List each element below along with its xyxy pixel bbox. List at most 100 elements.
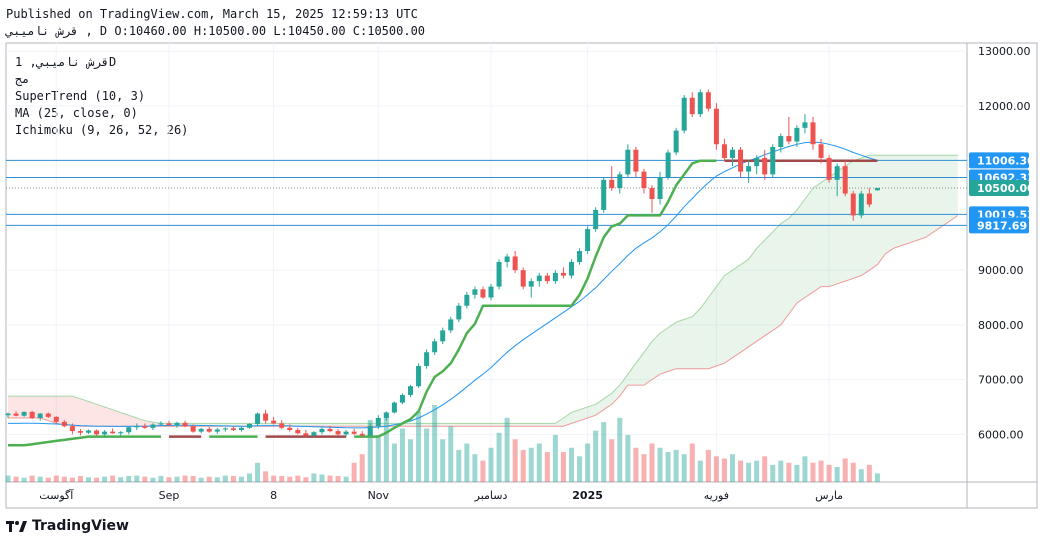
candle-body [190,426,196,432]
candle-body [77,431,83,433]
current-price-tag [969,180,1029,197]
volume-bar [359,454,365,482]
volume-bar [874,473,880,482]
volume-bar [472,454,478,482]
published-caption: Published on TradingView.com, March 15, … [6,7,418,21]
candle-body [826,157,832,180]
volume-bar [866,464,872,482]
volume-bar [21,477,27,482]
volume-bar [858,469,864,482]
volume-bar [689,443,695,482]
candle-body [86,430,91,433]
volume-bar [488,447,494,482]
candle-body [649,188,655,200]
candle-body [287,427,293,430]
volume-bar [126,476,132,482]
time-tick-label: 8 [270,489,277,502]
volume-bar [86,477,91,482]
volume-bar [271,475,277,482]
volume-bar [399,428,405,482]
price-tick-label: 7000.00 [978,374,1024,387]
candle-body [335,431,341,435]
volume-bar [649,443,655,482]
volume-bar [609,439,615,482]
candle-body [689,97,695,115]
candle-body [110,431,116,434]
candle-body [504,256,510,262]
volume-bar [303,477,309,482]
candle-body [102,431,108,435]
volume-bar [45,477,51,482]
volume-bar [504,417,510,482]
volume-bar [560,452,566,482]
price-tick-label: 12000.00 [978,100,1031,113]
legend-symbol[interactable]: قرش ناميبي, 1D [15,55,117,69]
volume-bar [577,456,583,482]
volume-bar [746,462,752,482]
volume-bar [432,405,438,482]
volume-bar [255,462,261,482]
volume-bar [416,411,422,482]
candle-body [641,171,647,189]
candle-body [577,251,583,262]
candle-body [754,157,760,167]
candle-body [834,166,840,180]
candle-body [464,294,470,306]
volume-bar [569,447,574,482]
volume-bar [351,462,357,482]
volume-bar [166,477,172,482]
volume-bar [238,476,244,482]
ichimoku-span-b [8,214,959,427]
candle-body [408,386,413,395]
candle-body [399,394,405,403]
volume-bar [375,434,381,482]
volume-bar [110,475,116,482]
price-tick-label: 6000.00 [978,428,1024,441]
tradingview-logo-icon [6,521,27,532]
candle-body [5,413,11,416]
volume-bar [174,476,180,482]
candle-body [303,433,309,436]
volume-bar [681,454,687,482]
volume-bar [102,476,108,482]
candle-body [673,130,679,153]
candle-body [359,433,365,436]
volume-bar [617,417,623,482]
volume-bar [214,477,220,482]
candle-body [858,193,864,216]
volume-bar [182,475,188,482]
volume-bar [705,449,711,482]
candle-body [593,209,599,230]
volume-bar [512,439,518,482]
volume-bar [770,464,776,482]
candle-body [601,179,607,210]
volume-bar [13,476,19,482]
volume-bar [37,476,43,482]
brand-name: TradingView [32,518,129,534]
candle-body [713,108,719,145]
volume-bar [263,471,269,482]
legend-ichimoku[interactable]: Ichimoku (9, 26, 52, 26) [15,123,189,137]
volume-bar [69,477,75,482]
candle-body [778,136,784,148]
volume-bar [287,476,293,482]
volume-bar [142,476,148,482]
candle-body [794,127,800,142]
candle-body [367,426,373,436]
candle-body [842,166,848,194]
candle-body [657,177,663,200]
candle-body [738,149,744,172]
legend-supertrend[interactable]: SuperTrend (10, 3) [15,89,146,103]
candle-body [61,421,67,427]
volume-bar [536,443,542,482]
candle-body [134,426,140,428]
legend-ma[interactable]: MA (25, close, 0) [15,106,138,120]
volume-bar [850,462,856,482]
volume-bar [544,452,550,482]
legend-alt-name: مج [15,72,30,86]
candle-body [94,430,100,435]
volume-bar [593,430,599,482]
candle-body [238,427,244,430]
level-tag [969,152,1029,169]
